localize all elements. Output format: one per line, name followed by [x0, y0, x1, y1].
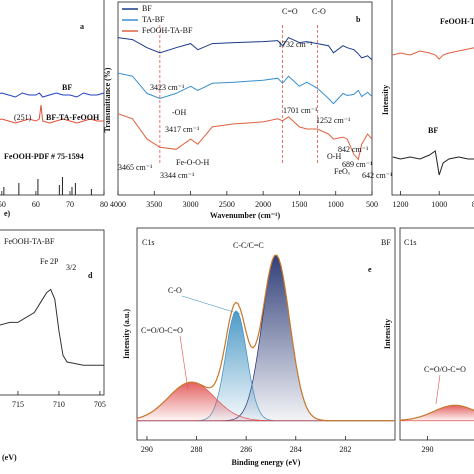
- series-label: BF-TA-FeOOH: [46, 113, 100, 122]
- x-tick-label: 3000: [183, 200, 199, 209]
- x-tick-label: 1500: [291, 200, 307, 209]
- plot-frame: [136, 227, 396, 441]
- peak-label: C-C/C=C: [233, 241, 264, 250]
- x-tick-label: 284: [290, 445, 302, 454]
- peak-label: C=O/O-C=O: [424, 365, 466, 374]
- x-tick-label: 1000: [328, 200, 344, 209]
- annotation: Fe 2P: [40, 257, 59, 266]
- annotation: O-H: [327, 152, 341, 161]
- panel-label: d: [88, 271, 93, 280]
- leader-line: [179, 335, 189, 391]
- peak-label: C=O/O-C=O: [141, 326, 183, 335]
- panel: 1200 1000 800 Intensity FeOOH-TA-BF BF: [381, 0, 474, 209]
- leader-line: [181, 295, 241, 315]
- fit-envelope: [399, 404, 474, 421]
- x-tick-label: 715: [12, 400, 24, 409]
- series-label: BF: [62, 83, 72, 92]
- x-tick-label: 288: [191, 445, 203, 454]
- panel-label: a: [80, 22, 84, 31]
- annotation: 3417 cm⁻¹: [165, 125, 200, 134]
- x-tick-label: 286: [240, 445, 252, 454]
- x-tick-label: 80: [100, 200, 108, 209]
- series-label: FeOOH-TA-BF: [440, 17, 474, 26]
- panel: 50 60 70 80 a e) BF BF-TA-FeOOH FeOOH-PDF # 75-1…: [0, 0, 108, 218]
- x-tick-label: 1000: [431, 200, 447, 209]
- annotation: -OH: [172, 108, 186, 117]
- peak-label: C-O: [168, 286, 182, 295]
- annotation: 642 cm⁻¹: [362, 171, 393, 180]
- y-axis-label: Intensity (a.u.): [122, 309, 131, 359]
- x-tick-label: 500: [366, 200, 378, 209]
- y-axis-label: Transmittance (%): [103, 67, 112, 132]
- annotation: 842 cm⁻¹: [338, 145, 369, 154]
- fit-envelope: [136, 254, 395, 422]
- plot-frame: [391, 0, 474, 196]
- x-tick-label: 2500: [219, 200, 235, 209]
- annotation: 3465 cm⁻¹: [118, 163, 153, 172]
- x-tick-label: 282: [339, 445, 351, 454]
- spectrum-label: C1s: [142, 238, 154, 247]
- spectrum-line: [392, 150, 474, 176]
- panel: 4000 3500 3000 2500 2000 1500 1000 500 b Wavenumb…: [103, 1, 393, 220]
- x-axis-label: e): [4, 209, 11, 218]
- panel: 715 710 705 d (eV) FeOOH-TA-BF Fe 2P 3/2: [0, 229, 106, 462]
- plot-frame: [0, 0, 105, 196]
- spectrum-label: C1s: [404, 238, 416, 247]
- x-tick-label: 800: [472, 200, 474, 209]
- leader-line: [435, 374, 441, 405]
- x-tick-label: 1200: [393, 200, 409, 209]
- spectrum-line: [117, 113, 373, 161]
- spectrum-line: [392, 47, 474, 60]
- annotation: C=O: [282, 7, 298, 16]
- x-tick-label: 70: [66, 200, 74, 209]
- y-axis-label: Intensity: [381, 85, 390, 115]
- x-tick-label: 60: [32, 200, 40, 209]
- spectrum-line: [0, 104, 104, 124]
- panel: 290 288 286 284 282 e Binding energy (eV) Inten…: [122, 227, 396, 467]
- x-axis-label: Binding energy (eV): [232, 458, 301, 467]
- annotation: C-O: [312, 7, 326, 16]
- annotation: 689 cm⁻¹: [342, 160, 373, 169]
- spectrum-line: [0, 92, 105, 98]
- plot-frame: [399, 227, 474, 441]
- panel-title: FeOOH-TA-BF: [4, 237, 55, 246]
- panel-label: e: [368, 265, 372, 274]
- annotation: 1252 cm⁻¹: [316, 116, 351, 125]
- x-axis-label: (eV): [2, 453, 17, 462]
- annotation: 1732 cm⁻¹: [278, 40, 313, 49]
- spectrum-line: [117, 36, 373, 61]
- annotation: 3/2: [66, 263, 76, 272]
- panel-title: BF: [381, 238, 391, 247]
- x-tick-label: 290: [422, 445, 434, 454]
- annotation: (251): [14, 113, 32, 122]
- x-tick-label: 3500: [146, 200, 162, 209]
- annotation: 3423 cm⁻¹: [150, 83, 185, 92]
- legend-label: TA-BF: [142, 15, 165, 24]
- annotation: 1701 cm⁻¹: [283, 106, 318, 115]
- annotation: Fe-O-O-H: [176, 158, 210, 167]
- panel-label: b: [356, 15, 361, 24]
- legend-label: BF: [142, 4, 152, 13]
- x-tick-label: 50: [0, 200, 6, 209]
- x-tick-label: 290: [141, 445, 153, 454]
- reference-label: FeOOH-PDF # 75-1594: [4, 152, 84, 161]
- plot-frame: [117, 1, 373, 196]
- x-tick-label: 710: [53, 400, 65, 409]
- annotation: 3344 cm⁻¹: [160, 171, 195, 180]
- series-label: BF: [428, 126, 438, 135]
- annotation: FeOₓ: [334, 167, 351, 176]
- y-axis-label: Intensity: [383, 319, 392, 349]
- panel: 290 Intensity C1s C=O/O-C=O: [383, 227, 474, 454]
- x-tick-label: 2000: [255, 200, 271, 209]
- legend-label: FeOOH-TA-BF: [142, 26, 193, 35]
- plot-frame: [0, 229, 105, 396]
- spectrum-line: [117, 72, 373, 105]
- x-axis-label: Wavenumber (cm⁻¹): [210, 211, 281, 220]
- x-tick-label: 4000: [110, 200, 126, 209]
- x-tick-label: 705: [94, 400, 106, 409]
- spectrum-line: [0, 288, 104, 366]
